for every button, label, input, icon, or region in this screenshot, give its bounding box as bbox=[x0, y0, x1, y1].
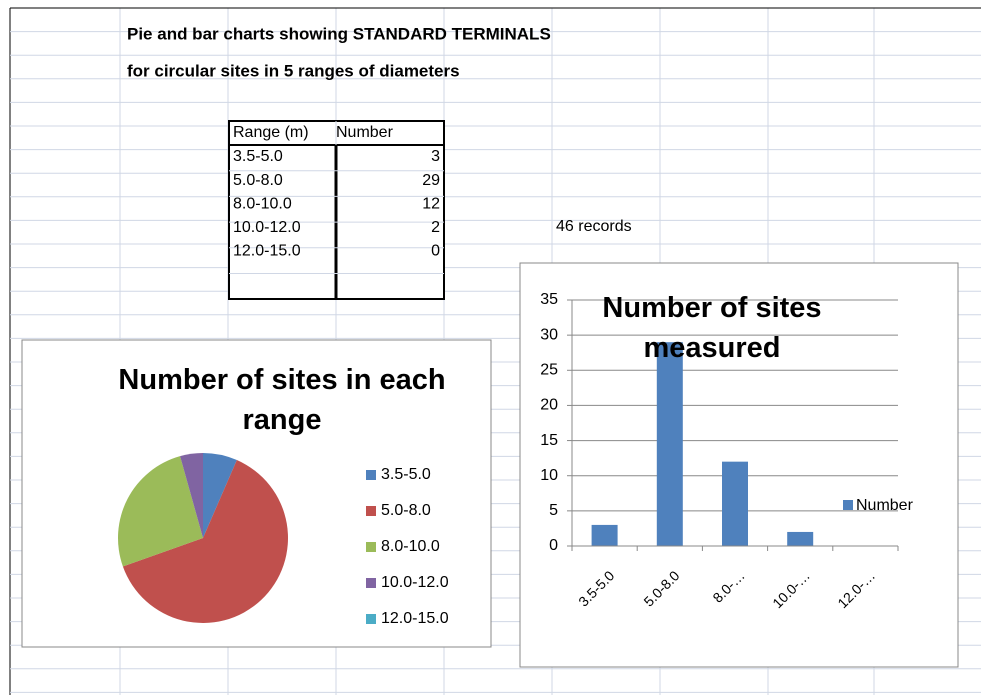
heading: Pie and bar charts showing STANDARD TERM… bbox=[127, 24, 551, 43]
y-tick-label: 20 bbox=[540, 397, 558, 414]
legend-label: 5.0-8.0 bbox=[381, 502, 431, 519]
pie-slice bbox=[180, 453, 203, 538]
number-cell: 3 bbox=[431, 148, 440, 165]
number-cell: 0 bbox=[431, 243, 440, 260]
number-cell: 29 bbox=[422, 172, 440, 189]
range-cell: 12.0-15.0 bbox=[233, 243, 301, 260]
pie-slice bbox=[203, 453, 237, 538]
range-cell: 10.0-12.0 bbox=[233, 219, 301, 236]
y-tick-label: 5 bbox=[549, 502, 558, 519]
y-tick-label: 0 bbox=[549, 537, 558, 554]
y-tick-label: 35 bbox=[540, 291, 558, 308]
pie-title: Number of sites in each range bbox=[118, 364, 446, 436]
legend-label: 10.0-12.0 bbox=[381, 574, 449, 591]
bar bbox=[656, 342, 683, 546]
bar bbox=[787, 531, 814, 546]
bar bbox=[722, 461, 748, 546]
legend-swatch bbox=[843, 500, 853, 510]
bar-title: Number of sites measured bbox=[602, 292, 822, 364]
legend-swatch bbox=[366, 506, 376, 516]
legend-label: 8.0-10.0 bbox=[381, 538, 440, 555]
bar bbox=[591, 524, 618, 546]
range-cell: 5.0-8.0 bbox=[233, 172, 283, 189]
table-header: Range (m) bbox=[233, 124, 309, 141]
y-tick-label: 30 bbox=[540, 326, 558, 343]
heading: for circular sites in 5 ranges of diamet… bbox=[127, 61, 460, 80]
number-cell: 12 bbox=[422, 195, 440, 212]
range-cell: 3.5-5.0 bbox=[233, 148, 283, 165]
number-cell: 2 bbox=[431, 219, 440, 236]
pie-slice bbox=[122, 460, 288, 623]
note: 46 records bbox=[556, 218, 632, 235]
legend-swatch bbox=[366, 578, 376, 588]
legend-label: 3.5-5.0 bbox=[381, 466, 431, 483]
y-tick-label: 25 bbox=[540, 362, 558, 379]
legend-label: Number bbox=[856, 497, 914, 514]
legend-swatch bbox=[366, 470, 376, 480]
table-header: Number bbox=[336, 124, 394, 141]
legend-label: 12.0-15.0 bbox=[381, 610, 449, 627]
range-cell: 8.0-10.0 bbox=[233, 195, 292, 212]
legend-swatch bbox=[366, 542, 376, 552]
y-tick-label: 15 bbox=[540, 432, 558, 449]
y-tick-label: 10 bbox=[540, 467, 558, 484]
pie-slice bbox=[117, 456, 203, 567]
legend-swatch bbox=[366, 614, 376, 624]
